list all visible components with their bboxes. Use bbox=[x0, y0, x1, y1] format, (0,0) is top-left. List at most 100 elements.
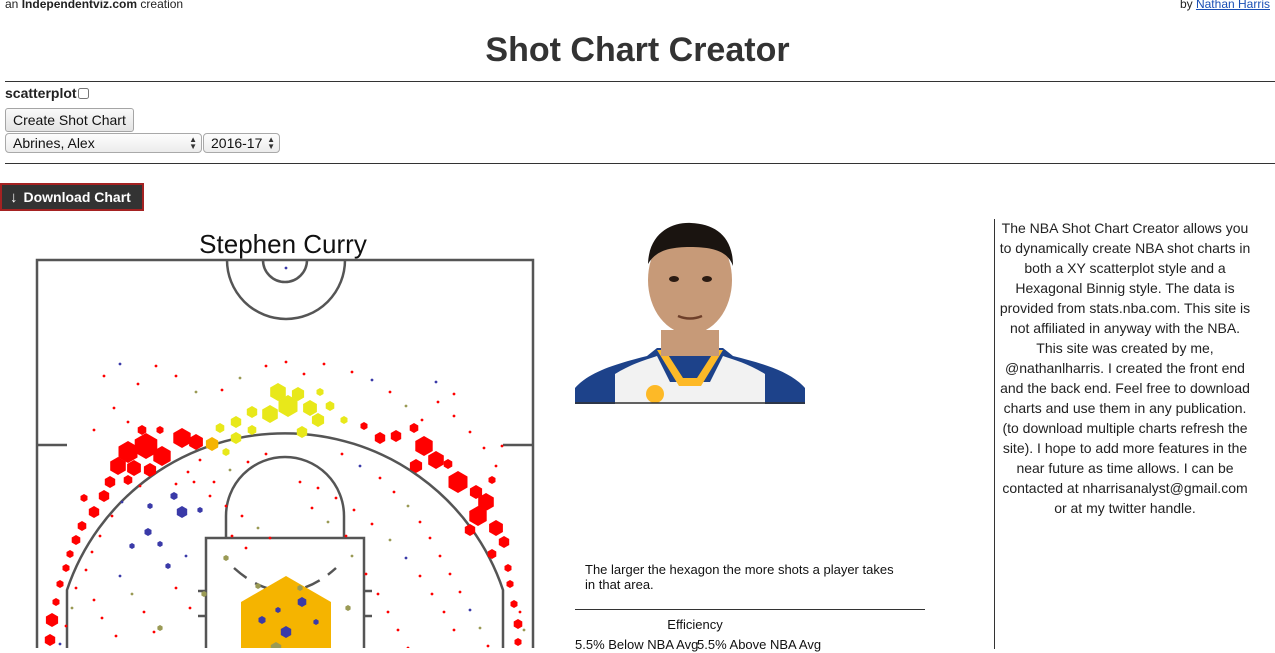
shot-hexagon bbox=[44, 634, 56, 646]
create-shot-chart-button[interactable]: Create Shot Chart bbox=[5, 108, 134, 132]
download-label: Download Chart bbox=[23, 189, 131, 205]
download-arrow-icon: ↓ bbox=[10, 189, 18, 206]
shot-hexagon bbox=[222, 448, 230, 456]
shot-hexagon bbox=[247, 425, 257, 435]
scatterplot-checkbox[interactable] bbox=[77, 88, 89, 99]
shot-dot bbox=[396, 628, 400, 632]
shot-dot bbox=[138, 484, 142, 488]
shot-dot bbox=[84, 568, 88, 572]
shot-hexagon bbox=[498, 536, 510, 548]
legend-note: The larger the hexagon the more shots a … bbox=[585, 562, 894, 592]
shot-dot bbox=[340, 452, 344, 456]
shot-dot bbox=[448, 572, 452, 576]
shot-hexagon bbox=[143, 463, 157, 477]
shot-dot bbox=[92, 598, 96, 602]
shot-hexagon bbox=[488, 476, 496, 484]
chart-title: Stephen Curry bbox=[199, 229, 367, 259]
shot-hexagon bbox=[303, 400, 317, 416]
shot-dot bbox=[420, 418, 424, 422]
shot-dot bbox=[264, 452, 268, 456]
shot-hexagon bbox=[189, 434, 203, 450]
shot-hexagon bbox=[246, 406, 258, 418]
shot-dot bbox=[186, 470, 190, 474]
shot-dot bbox=[334, 496, 338, 500]
shot-hexagon bbox=[127, 460, 141, 476]
shot-dot bbox=[118, 574, 122, 578]
shot-hexagon bbox=[464, 524, 476, 536]
shot-dot bbox=[184, 554, 188, 558]
shot-dot bbox=[198, 458, 202, 462]
shot-dot bbox=[284, 266, 288, 270]
shot-dot bbox=[322, 362, 326, 366]
credit-prefix: an bbox=[5, 0, 19, 11]
shot-dot bbox=[434, 380, 438, 384]
shot-dot bbox=[386, 610, 390, 614]
shot-dot bbox=[438, 554, 442, 558]
shot-dot bbox=[406, 504, 410, 508]
shot-dot bbox=[500, 444, 504, 448]
controls-divider bbox=[5, 163, 1275, 164]
shot-hexagon bbox=[201, 591, 207, 597]
shot-hexagon bbox=[156, 426, 164, 434]
shot-dot bbox=[188, 606, 192, 610]
shot-hexagon bbox=[215, 423, 225, 433]
shot-hexagon bbox=[173, 428, 191, 448]
shot-hexagon bbox=[506, 580, 514, 588]
shot-hexagon bbox=[409, 423, 419, 433]
shot-hexagon bbox=[280, 626, 292, 638]
shot-dot bbox=[370, 378, 374, 382]
sidebar-divider bbox=[994, 219, 995, 649]
select-arrows-icon: ▲ ▼ bbox=[267, 135, 275, 151]
shot-dot bbox=[350, 554, 354, 558]
shot-hexagon bbox=[147, 503, 153, 509]
shot-dot bbox=[142, 610, 146, 614]
download-chart-button[interactable]: ↓ Download Chart bbox=[0, 183, 144, 211]
select-arrows-icon: ▲ ▼ bbox=[189, 135, 197, 151]
hexbin-layer bbox=[44, 266, 526, 653]
shot-dot bbox=[92, 428, 96, 432]
shot-hexagon bbox=[443, 459, 453, 469]
shot-dot bbox=[452, 414, 456, 418]
shot-hexagon bbox=[129, 543, 135, 549]
header-divider bbox=[5, 81, 1275, 82]
shot-dot bbox=[350, 370, 354, 374]
shot-dot bbox=[418, 520, 422, 524]
shot-hexagon bbox=[489, 520, 503, 536]
shot-hexagon bbox=[77, 521, 87, 531]
shot-dot bbox=[98, 534, 102, 538]
shot-hexagon bbox=[104, 476, 116, 488]
shot-dot bbox=[136, 382, 140, 386]
scatterplot-option: scatterplot bbox=[5, 85, 89, 101]
shot-hexagon bbox=[510, 600, 518, 608]
shot-hexagon bbox=[153, 446, 171, 466]
shot-hexagon bbox=[513, 619, 523, 629]
shot-hexagon bbox=[504, 564, 512, 572]
shot-dot bbox=[264, 364, 268, 368]
court-svg: Stephen Curry bbox=[35, 229, 535, 653]
shot-dot bbox=[302, 372, 306, 376]
shot-dot bbox=[238, 376, 242, 380]
season-select-value: 2016-17 bbox=[211, 135, 263, 151]
shot-hexagon bbox=[157, 541, 163, 547]
by-label: by bbox=[1179, 0, 1193, 11]
shot-hexagon bbox=[448, 471, 468, 493]
season-select[interactable]: 2016-17 ▲ ▼ bbox=[203, 133, 280, 153]
shot-hexagon bbox=[291, 387, 305, 401]
shot-dot bbox=[70, 606, 74, 610]
author-link[interactable]: Nathan Harris bbox=[1195, 0, 1270, 11]
shot-hexagon bbox=[165, 563, 171, 569]
player-select[interactable]: Abrines, Alex ▲ ▼ bbox=[5, 133, 202, 153]
shot-hexagon bbox=[296, 426, 308, 438]
shot-dot bbox=[130, 592, 134, 596]
shot-hexagon bbox=[118, 441, 138, 463]
shot-dot bbox=[74, 586, 78, 590]
shot-hexagon bbox=[45, 613, 59, 627]
shot-hexagon bbox=[428, 451, 444, 469]
shot-hexagon bbox=[110, 457, 126, 475]
shot-dot bbox=[298, 480, 302, 484]
shot-dot bbox=[436, 400, 440, 404]
shot-hexagon bbox=[313, 619, 319, 625]
shot-dot bbox=[126, 420, 130, 424]
shot-hexagon bbox=[144, 528, 152, 536]
shot-dot bbox=[90, 550, 94, 554]
